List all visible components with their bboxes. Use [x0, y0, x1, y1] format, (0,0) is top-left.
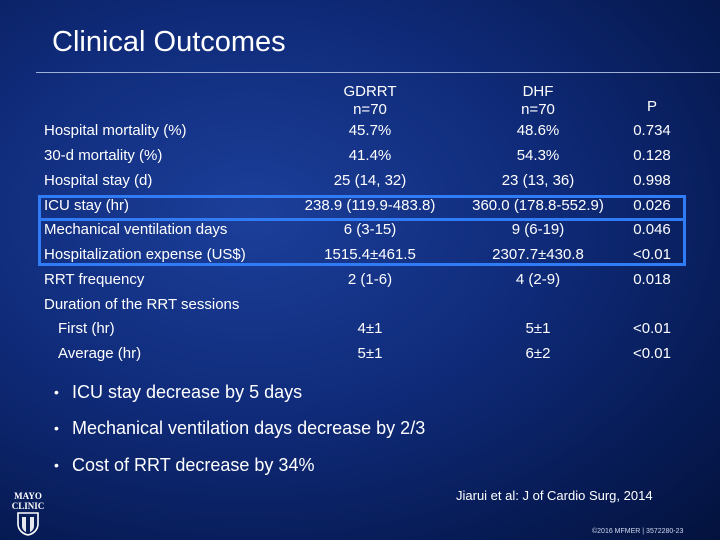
dhf-hospitalization-expense: 2307.7±430.8 [492, 246, 584, 263]
gdrrt-rrt-frequency: 2 (1-6) [347, 271, 393, 288]
p-rrt-frequency: 0.018 [633, 271, 671, 288]
dhf-hospital-stay: 23 (13, 36) [501, 172, 575, 189]
p-icu-stay: 0.026 [633, 197, 671, 214]
header-dhf-name: DHF [522, 83, 554, 100]
gdrrt-hospital-mortality: 45.7% [348, 122, 392, 139]
mayo-clinic-logo: MAYO CLINIC [8, 492, 48, 536]
dhf-rrt-frequency: 4 (2-9) [515, 271, 561, 288]
gdrrt-hospital-stay: 25 (14, 32) [333, 172, 407, 189]
slide-title: Clinical Outcomes [52, 26, 286, 58]
row-label-hospitalization-expense: Hospitalization expense (US$) [44, 246, 246, 263]
highlight-divider [38, 218, 686, 221]
header-gdrrt-name: GDRRT [343, 83, 397, 100]
copyright-notice: ©2016 MFMER | 3572280-23 [592, 528, 684, 535]
row-label-hospital-stay: Hospital stay (d) [44, 172, 153, 189]
gdrrt-hospitalization-expense: 1515.4±461.5 [324, 246, 416, 263]
p-30d-mortality: 0.128 [633, 147, 671, 164]
row-label-30d-mortality: 30-d mortality (%) [44, 147, 163, 164]
bullet-dot-icon: • [54, 420, 59, 436]
gdrrt-mechanical-ventilation: 6 (3-15) [343, 221, 397, 238]
p-first-hr: <0.01 [633, 320, 671, 337]
row-label-mechanical-ventilation: Mechanical ventilation days [44, 221, 228, 238]
gdrrt-average-hr: 5±1 [357, 345, 383, 362]
bullet-dot-icon: • [54, 457, 59, 473]
header-gdrrt-n: n=70 [353, 101, 387, 118]
row-label-hospital-mortality: Hospital mortality (%) [44, 122, 187, 139]
gdrrt-icu-stay: 238.9 (119.9-483.8) [304, 197, 436, 214]
bullet-text: ICU stay decrease by 5 days [72, 382, 303, 402]
header-gdrrt: GDRRT n=70 [290, 83, 450, 119]
row-label-rrt-duration: Duration of the RRT sessions [44, 296, 240, 313]
header-dhf: DHF n=70 [458, 83, 618, 119]
citation: Jiarui et al: J of Cardio Surg, 2014 [456, 488, 653, 503]
dhf-icu-stay: 360.0 (178.8-552.9) [472, 197, 604, 214]
bullet-text: Mechanical ventilation days decrease by … [72, 418, 426, 438]
highlight-box [38, 195, 686, 266]
dhf-average-hr: 6±2 [525, 345, 551, 362]
dhf-hospital-mortality: 48.6% [516, 122, 560, 139]
dhf-first-hr: 5±1 [525, 320, 551, 337]
p-hospital-stay: 0.998 [633, 172, 671, 189]
p-average-hr: <0.01 [633, 345, 671, 362]
bullet-dot-icon: • [54, 384, 59, 400]
row-label-first-hr: First (hr) [58, 320, 115, 337]
title-divider [36, 72, 720, 73]
p-hospitalization-expense: <0.01 [633, 246, 671, 263]
logo-line1: MAYO [14, 491, 42, 501]
bullet-text: Cost of RRT decrease by 34% [72, 455, 315, 475]
gdrrt-30d-mortality: 41.4% [348, 147, 392, 164]
header-dhf-n: n=70 [521, 101, 555, 118]
logo-line2: CLINIC [11, 501, 45, 511]
row-label-average-hr: Average (hr) [58, 345, 142, 362]
p-mechanical-ventilation: 0.046 [633, 221, 671, 238]
row-label-rrt-frequency: RRT frequency [44, 271, 145, 288]
p-hospital-mortality: 0.734 [633, 122, 671, 139]
dhf-mechanical-ventilation: 9 (6-19) [511, 221, 565, 238]
dhf-30d-mortality: 54.3% [516, 147, 560, 164]
header-p: P [646, 98, 657, 115]
row-label-icu-stay: ICU stay (hr) [44, 197, 130, 214]
shield-icon [17, 512, 39, 536]
gdrrt-first-hr: 4±1 [357, 320, 383, 337]
